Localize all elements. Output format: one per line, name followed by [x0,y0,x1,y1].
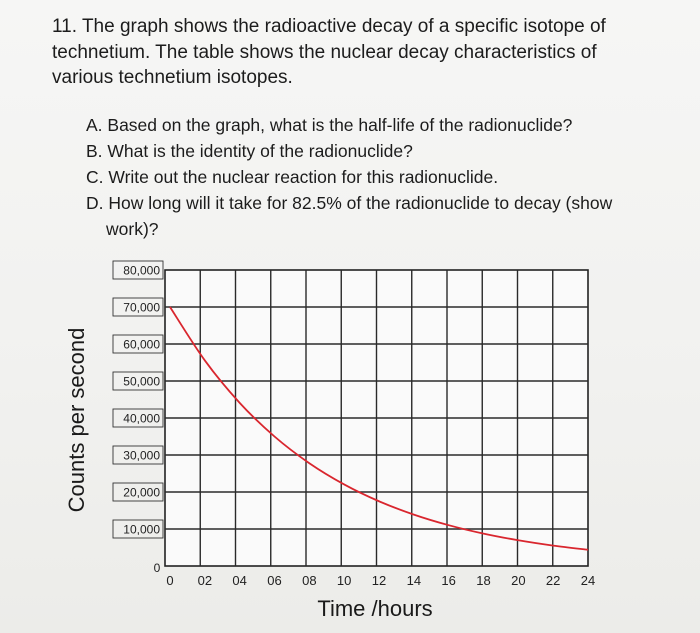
y-tick-labels: 80,000 70,000 60,000 50,000 40,000 30,000 20,0… [112,260,164,575]
x-tick-label: 24 [581,573,595,588]
y-tick-label: 30,000 [123,449,160,463]
x-tick-label: 06 [267,573,281,588]
y-tick-label: 10,000 [123,523,160,537]
y-tick-label: 40,000 [123,412,160,426]
subquestion-d-continued: work)? [106,219,159,239]
y-tick-box [112,445,164,465]
y-tick-box [112,482,164,502]
question-stem: 11. The graph shows the radioactive deca… [52,14,662,91]
x-tick-label: 02 [198,573,212,588]
question-line-1: 11. The graph shows the radioactive deca… [52,16,606,37]
chart-grid [164,269,589,567]
x-tick-label: 22 [546,573,560,588]
x-tick-label: 20 [511,573,525,588]
subquestion-list: A. Based on the graph, what is the half-… [86,112,646,242]
y-tick-label: 60,000 [123,338,160,352]
y-tick-box [112,519,164,539]
y-tick-box [112,408,164,428]
x-tick-label: 10 [337,573,351,588]
y-tick-label: 70,000 [123,301,160,315]
y-tick-label: 50,000 [123,375,160,389]
decay-curve [169,306,589,551]
x-tick-label: 04 [232,573,246,588]
x-tick-label: 12 [372,573,386,588]
y-tick-label: 0 [154,561,161,575]
question-line-3: various technetium isotopes. [52,67,293,88]
x-tick-label: 16 [441,573,455,588]
x-tick-label: 0 [166,573,173,588]
x-axis-title: Time /hours [317,596,432,621]
y-tick-box [112,297,164,317]
y-tick-label: 80,000 [123,264,160,278]
x-tick-label: 14 [407,573,421,588]
y-tick-box [112,371,164,391]
subquestion-d: D. How long will it take for 82.5% of th… [86,193,613,213]
question-line-2: technetium. The table shows the nuclear … [52,41,597,63]
subquestion-b: B. What is the identity of the radionucl… [86,141,413,161]
subquestion-a: A. Based on the graph, what is the half-… [86,115,573,135]
x-tick-label: 18 [476,573,490,588]
subquestion-c: C. Write out the nuclear reaction for th… [86,167,499,187]
y-tick-label: 20,000 [123,486,160,500]
x-tick-label: 08 [302,573,316,588]
x-tick-labels: 0 02 04 06 08 10 12 14 16 18 20 22 24 [166,573,595,588]
y-axis-title: Counts per second [64,328,89,513]
y-tick-box [112,260,164,280]
y-tick-box [112,334,164,354]
